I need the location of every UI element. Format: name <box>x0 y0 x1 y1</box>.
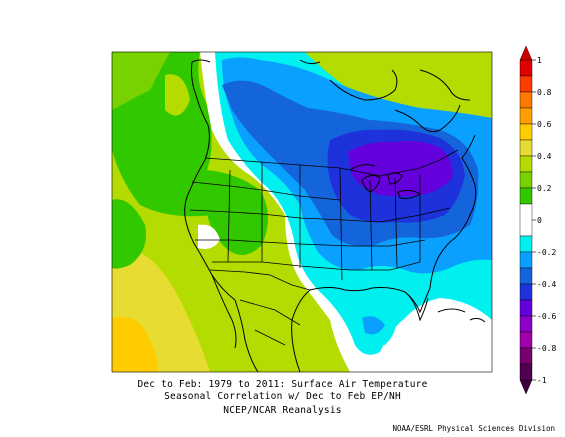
colorbar-tick-label: 0.4 <box>537 152 552 161</box>
colorbar-top-arrow <box>519 45 533 61</box>
colorbar-tick-label: 1 <box>537 56 542 65</box>
colorbar-bin-14 <box>519 299 533 317</box>
colorbar-bin-5 <box>519 139 533 157</box>
colorbar-bin-15 <box>519 315 533 333</box>
caption-line-3: NCEP/NCAR Reanalysis <box>223 405 342 416</box>
caption-line-1: Dec to Feb: 1979 to 2011: Surface Air Te… <box>137 379 428 390</box>
colorbar-tick-label: 0.2 <box>537 184 552 193</box>
colorbar-tick-label: -0.4 <box>537 280 556 289</box>
caption-line-2: Seasonal Correlation w/ Dec to Feb EP/NH <box>164 391 401 402</box>
colorbar-bin-4 <box>519 123 533 141</box>
colorbar-tick-label: -0.8 <box>537 344 556 353</box>
colorbar-bin-1 <box>519 75 533 93</box>
colorbar-bin-0 <box>519 59 533 77</box>
colorbar-bin-2 <box>519 91 533 109</box>
political-boundaries <box>189 149 459 346</box>
colorbar-tick-label: -0.6 <box>537 312 556 321</box>
colorbar-bin-16 <box>519 331 533 349</box>
colorbar-tick-label: 0.8 <box>537 88 552 97</box>
colorbar-tick-label: -0.2 <box>537 248 556 257</box>
colorbar-bottom-arrow <box>519 379 533 395</box>
colorbar-tick-label: -1 <box>537 376 547 385</box>
map-frame <box>111 51 493 373</box>
colorbar-bin-7 <box>519 171 533 189</box>
credit-text: NOAA/ESRL Physical Sciences Division <box>392 424 555 433</box>
colorbar-bin-18 <box>519 363 533 381</box>
colorbar-bin-10 <box>519 235 533 253</box>
colorbar-bin-3 <box>519 107 533 125</box>
colorbar: 1 0.8 0.6 0.4 0.2 0 -0.2 -0.4 -0.6 -0.8 -1 <box>519 45 556 395</box>
colorbar-bin-6 <box>519 155 533 173</box>
shaded-field <box>112 52 492 372</box>
colorbar-bin-13 <box>519 283 533 301</box>
coastline-and-borders <box>184 59 486 372</box>
colorbar-bin-17 <box>519 347 533 365</box>
colorbar-bin-8 <box>519 187 533 205</box>
colorbar-tick-label: 0.6 <box>537 120 552 129</box>
colorbar-bin-12 <box>519 267 533 285</box>
colorbar-tick-label: 0 <box>537 216 542 225</box>
colorbar-bin-11 <box>519 251 533 269</box>
colorbar-bin-9 <box>519 203 533 237</box>
